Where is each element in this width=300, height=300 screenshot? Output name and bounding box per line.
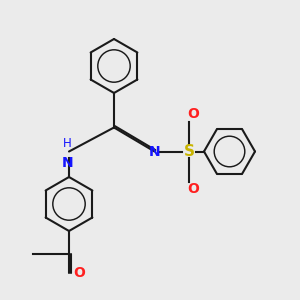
Text: O: O (188, 182, 200, 196)
Text: O: O (74, 266, 86, 280)
Text: O: O (188, 107, 200, 121)
Text: N: N (62, 156, 73, 170)
Text: S: S (184, 144, 194, 159)
Text: N: N (149, 145, 160, 158)
Text: H: H (63, 137, 72, 150)
